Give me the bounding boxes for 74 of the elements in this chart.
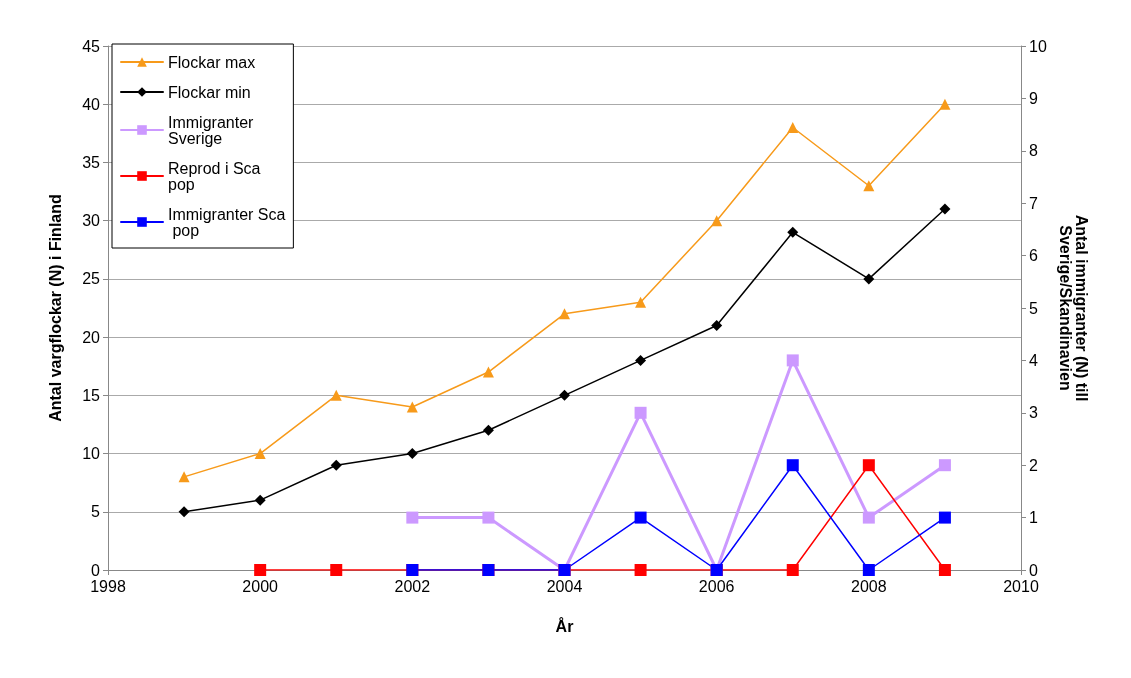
point bbox=[254, 564, 267, 576]
point bbox=[938, 511, 951, 524]
y-tick-label: 0 bbox=[91, 561, 101, 579]
point bbox=[635, 354, 647, 366]
y-tick-label: 45 bbox=[82, 37, 101, 55]
x-tick-label: 2006 bbox=[698, 577, 735, 595]
point bbox=[482, 366, 494, 378]
y2-tick-label: 7 bbox=[1029, 194, 1038, 212]
y2-axis-title: Antal immigranter (N) till Sverige/Skandinavien bbox=[1057, 214, 1091, 402]
y2-tick-label: 8 bbox=[1029, 142, 1038, 160]
y2-tick-label: 2 bbox=[1029, 456, 1038, 474]
point bbox=[634, 511, 647, 524]
point bbox=[787, 226, 799, 238]
y-tick-label: 30 bbox=[82, 212, 101, 230]
point bbox=[863, 180, 875, 192]
y-tick-label: 35 bbox=[82, 153, 101, 171]
point bbox=[786, 354, 799, 367]
point bbox=[787, 122, 799, 134]
point bbox=[482, 424, 494, 436]
y2-tick-label: 0 bbox=[1029, 561, 1038, 579]
y-tick-label: 20 bbox=[82, 328, 101, 346]
point bbox=[634, 406, 647, 419]
y-tick-label: 5 bbox=[91, 503, 101, 521]
y2-tick-label: 9 bbox=[1029, 89, 1038, 107]
legend-label: Flockar min bbox=[168, 83, 251, 101]
y-tick-label: 25 bbox=[82, 270, 101, 288]
y2-tick-label: 3 bbox=[1029, 404, 1038, 422]
point bbox=[559, 389, 570, 401]
x-tick-label: 2004 bbox=[546, 577, 583, 595]
legend-label: Immigranter Sca pop bbox=[168, 205, 286, 239]
x-tick-label: 2002 bbox=[394, 577, 431, 595]
point bbox=[634, 564, 647, 576]
y-axis-title: Antal vargflockar (N) i Finland bbox=[46, 194, 64, 422]
point bbox=[786, 459, 799, 472]
point bbox=[862, 564, 875, 576]
point bbox=[862, 511, 875, 524]
point bbox=[254, 494, 266, 506]
y-tick-label: 15 bbox=[82, 386, 101, 404]
point bbox=[711, 215, 723, 227]
point bbox=[406, 401, 418, 413]
y2-tick-label: 4 bbox=[1029, 351, 1038, 369]
y2-tick-label: 10 bbox=[1029, 37, 1047, 55]
point bbox=[406, 511, 419, 524]
legend-label: Flockar max bbox=[168, 53, 256, 71]
point bbox=[330, 564, 343, 576]
point bbox=[711, 319, 723, 331]
y2-tick-label: 1 bbox=[1029, 509, 1038, 527]
x-axis-title: År bbox=[555, 616, 574, 635]
y-tick-label: 40 bbox=[82, 95, 101, 113]
x-tick-label: 2008 bbox=[851, 577, 887, 595]
point bbox=[254, 448, 266, 460]
x-tick-label: 1998 bbox=[90, 577, 126, 595]
point bbox=[330, 459, 342, 471]
point bbox=[938, 564, 951, 576]
x-tick-label: 2000 bbox=[242, 577, 279, 595]
point bbox=[938, 459, 951, 472]
point bbox=[559, 308, 570, 320]
point bbox=[939, 98, 951, 110]
y2-tick-label: 6 bbox=[1029, 247, 1038, 265]
legend-label: Immigranter Sverige bbox=[168, 113, 258, 147]
point bbox=[786, 564, 799, 576]
point bbox=[635, 296, 647, 308]
legend-label: Reprod i Sca pop bbox=[168, 159, 265, 193]
point bbox=[863, 273, 875, 285]
point bbox=[178, 471, 190, 483]
y-tick-label: 10 bbox=[82, 445, 101, 463]
point bbox=[939, 203, 951, 215]
point bbox=[482, 511, 495, 524]
point bbox=[406, 448, 418, 460]
point bbox=[862, 459, 875, 472]
y2-tick-label: 5 bbox=[1029, 299, 1038, 317]
point bbox=[330, 389, 342, 401]
x-tick-label: 2010 bbox=[1003, 577, 1039, 595]
point bbox=[178, 506, 190, 518]
